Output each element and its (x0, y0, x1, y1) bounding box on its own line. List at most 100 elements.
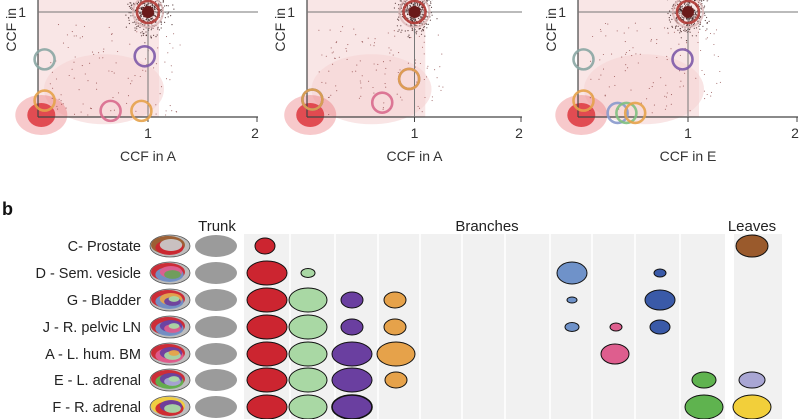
mutation-point (155, 1, 157, 3)
mutation-point (627, 67, 629, 69)
mutation-point (706, 37, 708, 39)
mutation-point (419, 27, 422, 29)
mutation-point (669, 10, 671, 12)
mutation-point (173, 8, 175, 10)
mutation-point (332, 63, 334, 65)
mutation-point (111, 70, 113, 73)
mutation-point (170, 65, 172, 67)
mutation-point (83, 25, 86, 28)
mutation-point (667, 32, 669, 34)
mutation-point (139, 13, 141, 15)
y-axis-label: CCF in (3, 8, 19, 52)
mutation-point (84, 73, 86, 75)
mutation-point (153, 8, 155, 10)
mutation-point (331, 52, 333, 54)
mutation-point (111, 33, 113, 35)
mutation-point (684, 30, 686, 32)
mutation-point (422, 1, 424, 3)
matrix-cells (149, 234, 772, 419)
mutation-point (160, 86, 163, 88)
mutation-point (393, 7, 395, 9)
mutation-point (89, 62, 91, 64)
mutation-point (430, 6, 433, 8)
mutation-point (678, 10, 680, 12)
trunk-clone (195, 235, 237, 257)
mutation-point (625, 53, 627, 55)
mutation-point (155, 113, 157, 115)
mutation-point (589, 97, 591, 99)
x-axis-label: CCF in A (120, 148, 177, 164)
mutation-point (434, 69, 436, 71)
mutation-point (134, 27, 136, 29)
mutation-point (80, 111, 82, 113)
mutation-point (682, 85, 684, 87)
mutation-point (700, 22, 702, 24)
mutation-point (325, 55, 327, 57)
mutation-point (108, 70, 110, 72)
mutation-point (397, 30, 399, 32)
mutation-point (139, 75, 141, 78)
clone-oval (246, 394, 288, 419)
mutation-point (155, 16, 157, 18)
mutation-point (422, 13, 424, 15)
mutation-point (66, 34, 68, 36)
mutation-point (396, 93, 398, 95)
mutation-point (631, 55, 633, 57)
mutation-point (679, 28, 682, 30)
mutation-point (155, 21, 157, 23)
mutation-point (321, 81, 323, 83)
mutation-point (599, 28, 602, 31)
clone-oval (331, 367, 373, 393)
mutation-point (355, 34, 357, 36)
mutation-point (423, 78, 425, 81)
mutation-point (427, 23, 429, 25)
mutation-point (420, 17, 422, 19)
trunk-clone (195, 369, 237, 391)
mutation-point (150, 29, 152, 31)
mutation-point (668, 19, 671, 21)
mutation-point (703, 73, 705, 75)
mutation-point (440, 89, 442, 91)
mutation-point (656, 56, 658, 59)
mutation-point (415, 33, 417, 35)
mutation-point (171, 110, 173, 112)
mutation-point (156, 34, 158, 36)
mutation-point (79, 37, 81, 39)
cluster-core (408, 6, 421, 18)
clone-oval (300, 268, 316, 278)
mutation-point (600, 30, 602, 32)
mutation-point (55, 78, 58, 80)
mutation-point (155, 63, 157, 65)
mutation-point (681, 7, 684, 9)
mutation-point (674, 12, 677, 14)
mutation-point (664, 108, 666, 110)
mutation-point (599, 59, 601, 61)
mutation-point (135, 23, 137, 25)
mutation-point (420, 33, 423, 35)
tick-label-y-1: 1 (558, 4, 566, 20)
trunk-clone (195, 262, 237, 284)
mutation-point (102, 51, 104, 53)
mutation-point (417, 105, 419, 107)
clone-oval (246, 314, 288, 340)
mutation-point (656, 39, 658, 41)
mutation-point (389, 52, 391, 54)
clone-oval (383, 291, 407, 309)
mutation-point (171, 24, 173, 26)
mutation-point (159, 16, 161, 18)
mutation-point (403, 3, 406, 5)
cluster-core (682, 6, 694, 18)
mutation-point (411, 28, 413, 30)
mutation-point (57, 24, 60, 26)
mutation-point (398, 52, 400, 54)
mutation-point (420, 8, 422, 11)
mutation-point (706, 0, 708, 2)
mutation-point (693, 27, 695, 29)
mutation-point (669, 14, 672, 16)
mutation-point (420, 15, 422, 17)
mutation-point (398, 19, 400, 21)
scatter-panel-3: 1 1 2 CCF in E CCF in (543, 0, 799, 164)
mutation-point (405, 10, 407, 12)
mutation-point (150, 35, 152, 37)
mutation-point (422, 30, 424, 32)
